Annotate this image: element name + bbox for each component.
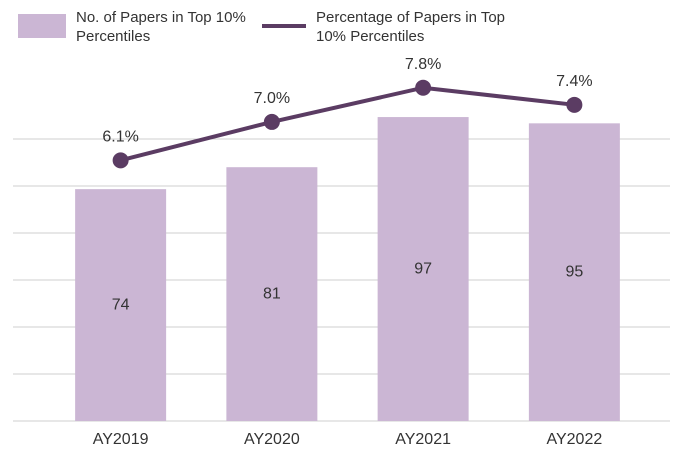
point-label: 7.4% [556,73,592,90]
bar [377,117,469,422]
line-point [112,152,129,169]
line [120,85,575,163]
bar-label: 97 [414,260,432,277]
bar-label: 74 [112,296,130,313]
x-tick-label: AY2021 [395,431,451,448]
bar-label: 95 [565,263,583,280]
bar [528,123,620,421]
point-label: 7.8% [405,56,441,73]
legend-swatch [262,24,306,28]
bar [75,189,167,421]
bar [226,167,318,421]
line-point [415,79,432,96]
x-tick-label: AY2022 [547,431,603,448]
bar-label: 81 [263,285,281,302]
x-tick-label: AY2019 [93,431,149,448]
line-point [263,113,280,130]
legend-label: Percentage of Papers in Top 10% Percenti… [316,9,506,45]
x-tick-label: AY2020 [244,431,300,448]
point-label: 6.1% [102,129,138,146]
point-label: 7.0% [254,90,290,107]
line-point [566,96,583,113]
legend-swatch [18,14,66,38]
legend-label: No. of Papers in Top 10% Percentiles [76,9,246,45]
